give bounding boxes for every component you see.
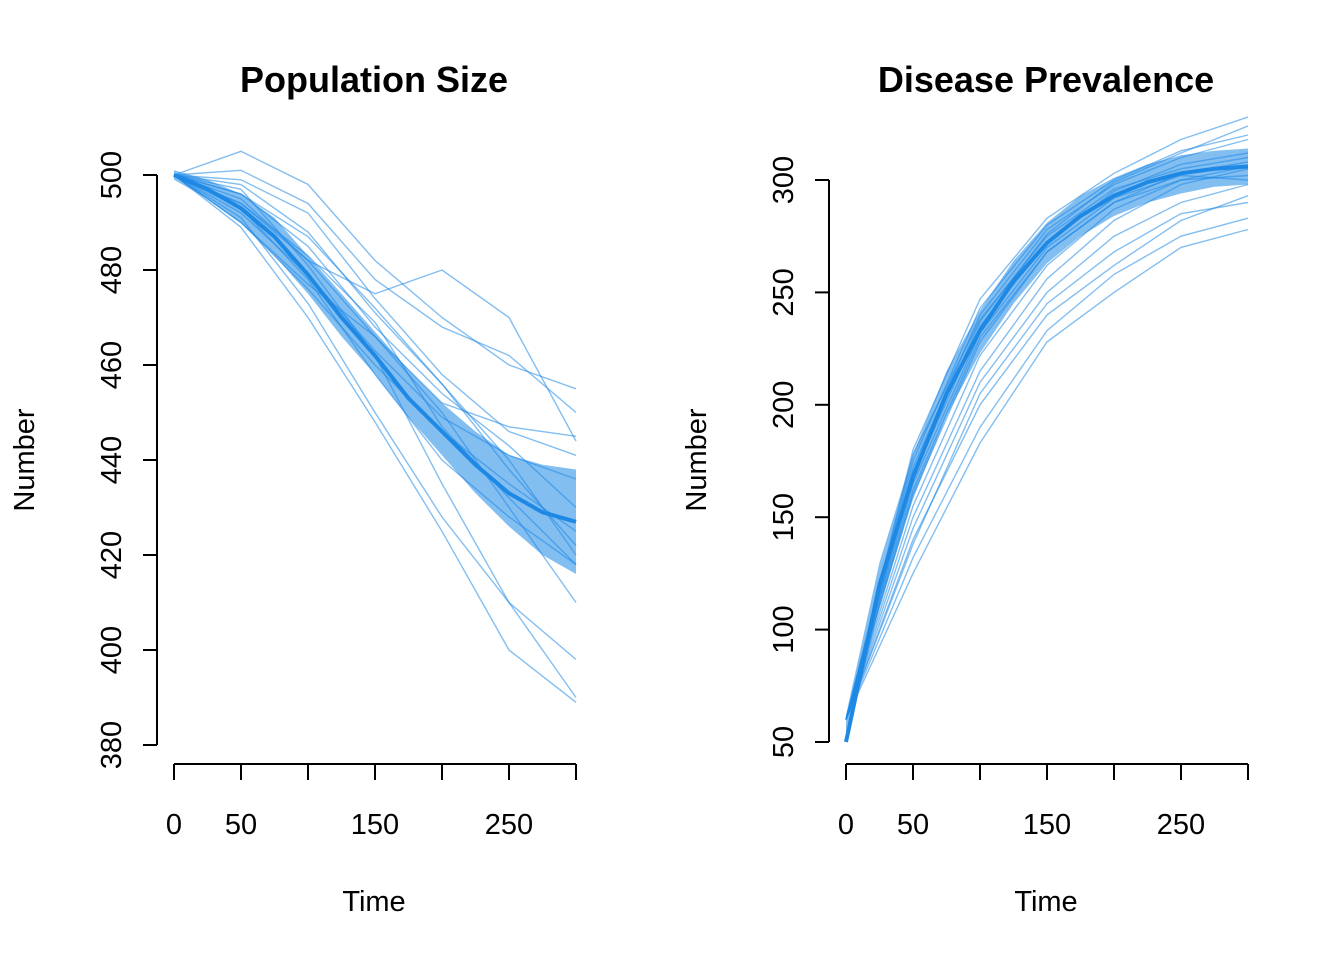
x-tick-label: 150 xyxy=(1023,809,1071,841)
simulation-run-line xyxy=(845,125,1249,720)
y-tick-label: 50 xyxy=(768,726,800,758)
simulation-run-line xyxy=(845,134,1249,720)
y-tick-label: 300 xyxy=(768,156,800,204)
disease-prevalence-panel: Disease Prevalence Time Number 50 100 150 2… xyxy=(681,59,1249,918)
x-axis-label: Time xyxy=(342,886,405,918)
confidence-band xyxy=(846,148,1248,742)
y-tick-label: 200 xyxy=(768,381,800,429)
y-tick-label: 440 xyxy=(96,436,128,484)
confidence-band xyxy=(174,170,576,575)
simulation-run-line xyxy=(845,183,1249,720)
chart-title: Disease Prevalence xyxy=(878,59,1214,100)
simulation-run-line xyxy=(173,169,577,414)
simulation-run-line xyxy=(173,174,577,546)
y-axis-label: Number xyxy=(9,408,41,511)
plot-area: 50 100 150 200 250 300 0 50 150 250 xyxy=(768,116,1249,841)
simulation-run-line xyxy=(845,174,1249,720)
population-size-panel: Population Size Time Number 380 400 420 440… xyxy=(9,59,577,918)
simulation-run-line xyxy=(173,174,577,703)
simulation-run-line xyxy=(173,174,577,556)
mean-line xyxy=(173,173,577,524)
x-tick-label: 50 xyxy=(897,809,929,841)
y-tick-label: 150 xyxy=(768,493,800,541)
plot-area: 380 400 420 440 460 480 500 0 50 150 250 xyxy=(96,150,577,841)
simulation-run-line xyxy=(173,174,577,456)
simulation-run-line xyxy=(845,116,1249,720)
simulation-run-line xyxy=(173,174,577,565)
y-tick-label: 500 xyxy=(96,151,128,199)
y-axis-label: Number xyxy=(681,408,713,511)
x-tick-label: 0 xyxy=(166,809,182,841)
x-tick-label: 50 xyxy=(225,809,257,841)
y-tick-label: 100 xyxy=(768,605,800,653)
y-tick-label: 380 xyxy=(96,721,128,769)
x-tick-label: 250 xyxy=(485,809,533,841)
simulation-run-line xyxy=(173,174,577,442)
simulation-run-line xyxy=(173,174,577,698)
simulation-run-line xyxy=(173,174,577,603)
x-axis-label: Time xyxy=(1014,886,1077,918)
x-tick-label: 250 xyxy=(1157,809,1205,841)
simulation-run-line xyxy=(173,174,577,480)
simulation-run-line xyxy=(845,138,1249,720)
simulation-run-line xyxy=(845,168,1249,720)
y-tick-label: 400 xyxy=(96,626,128,674)
y-tick-label: 480 xyxy=(96,246,128,294)
simulation-run-line xyxy=(845,201,1249,720)
x-tick-label: 0 xyxy=(838,809,854,841)
chart-title: Population Size xyxy=(240,59,508,100)
y-tick-label: 460 xyxy=(96,341,128,389)
simulation-run-line xyxy=(173,174,577,661)
y-tick-label: 250 xyxy=(768,268,800,316)
y-tick-label: 420 xyxy=(96,531,128,579)
simulation-run-line xyxy=(845,174,1249,720)
simulation-run-line xyxy=(845,156,1249,720)
simulation-run-line xyxy=(845,195,1249,720)
simulation-run-line xyxy=(845,228,1249,720)
simulation-run-line xyxy=(845,217,1249,720)
mean-line xyxy=(844,164,1249,743)
x-tick-label: 150 xyxy=(351,809,399,841)
simulation-run-line xyxy=(173,150,577,390)
